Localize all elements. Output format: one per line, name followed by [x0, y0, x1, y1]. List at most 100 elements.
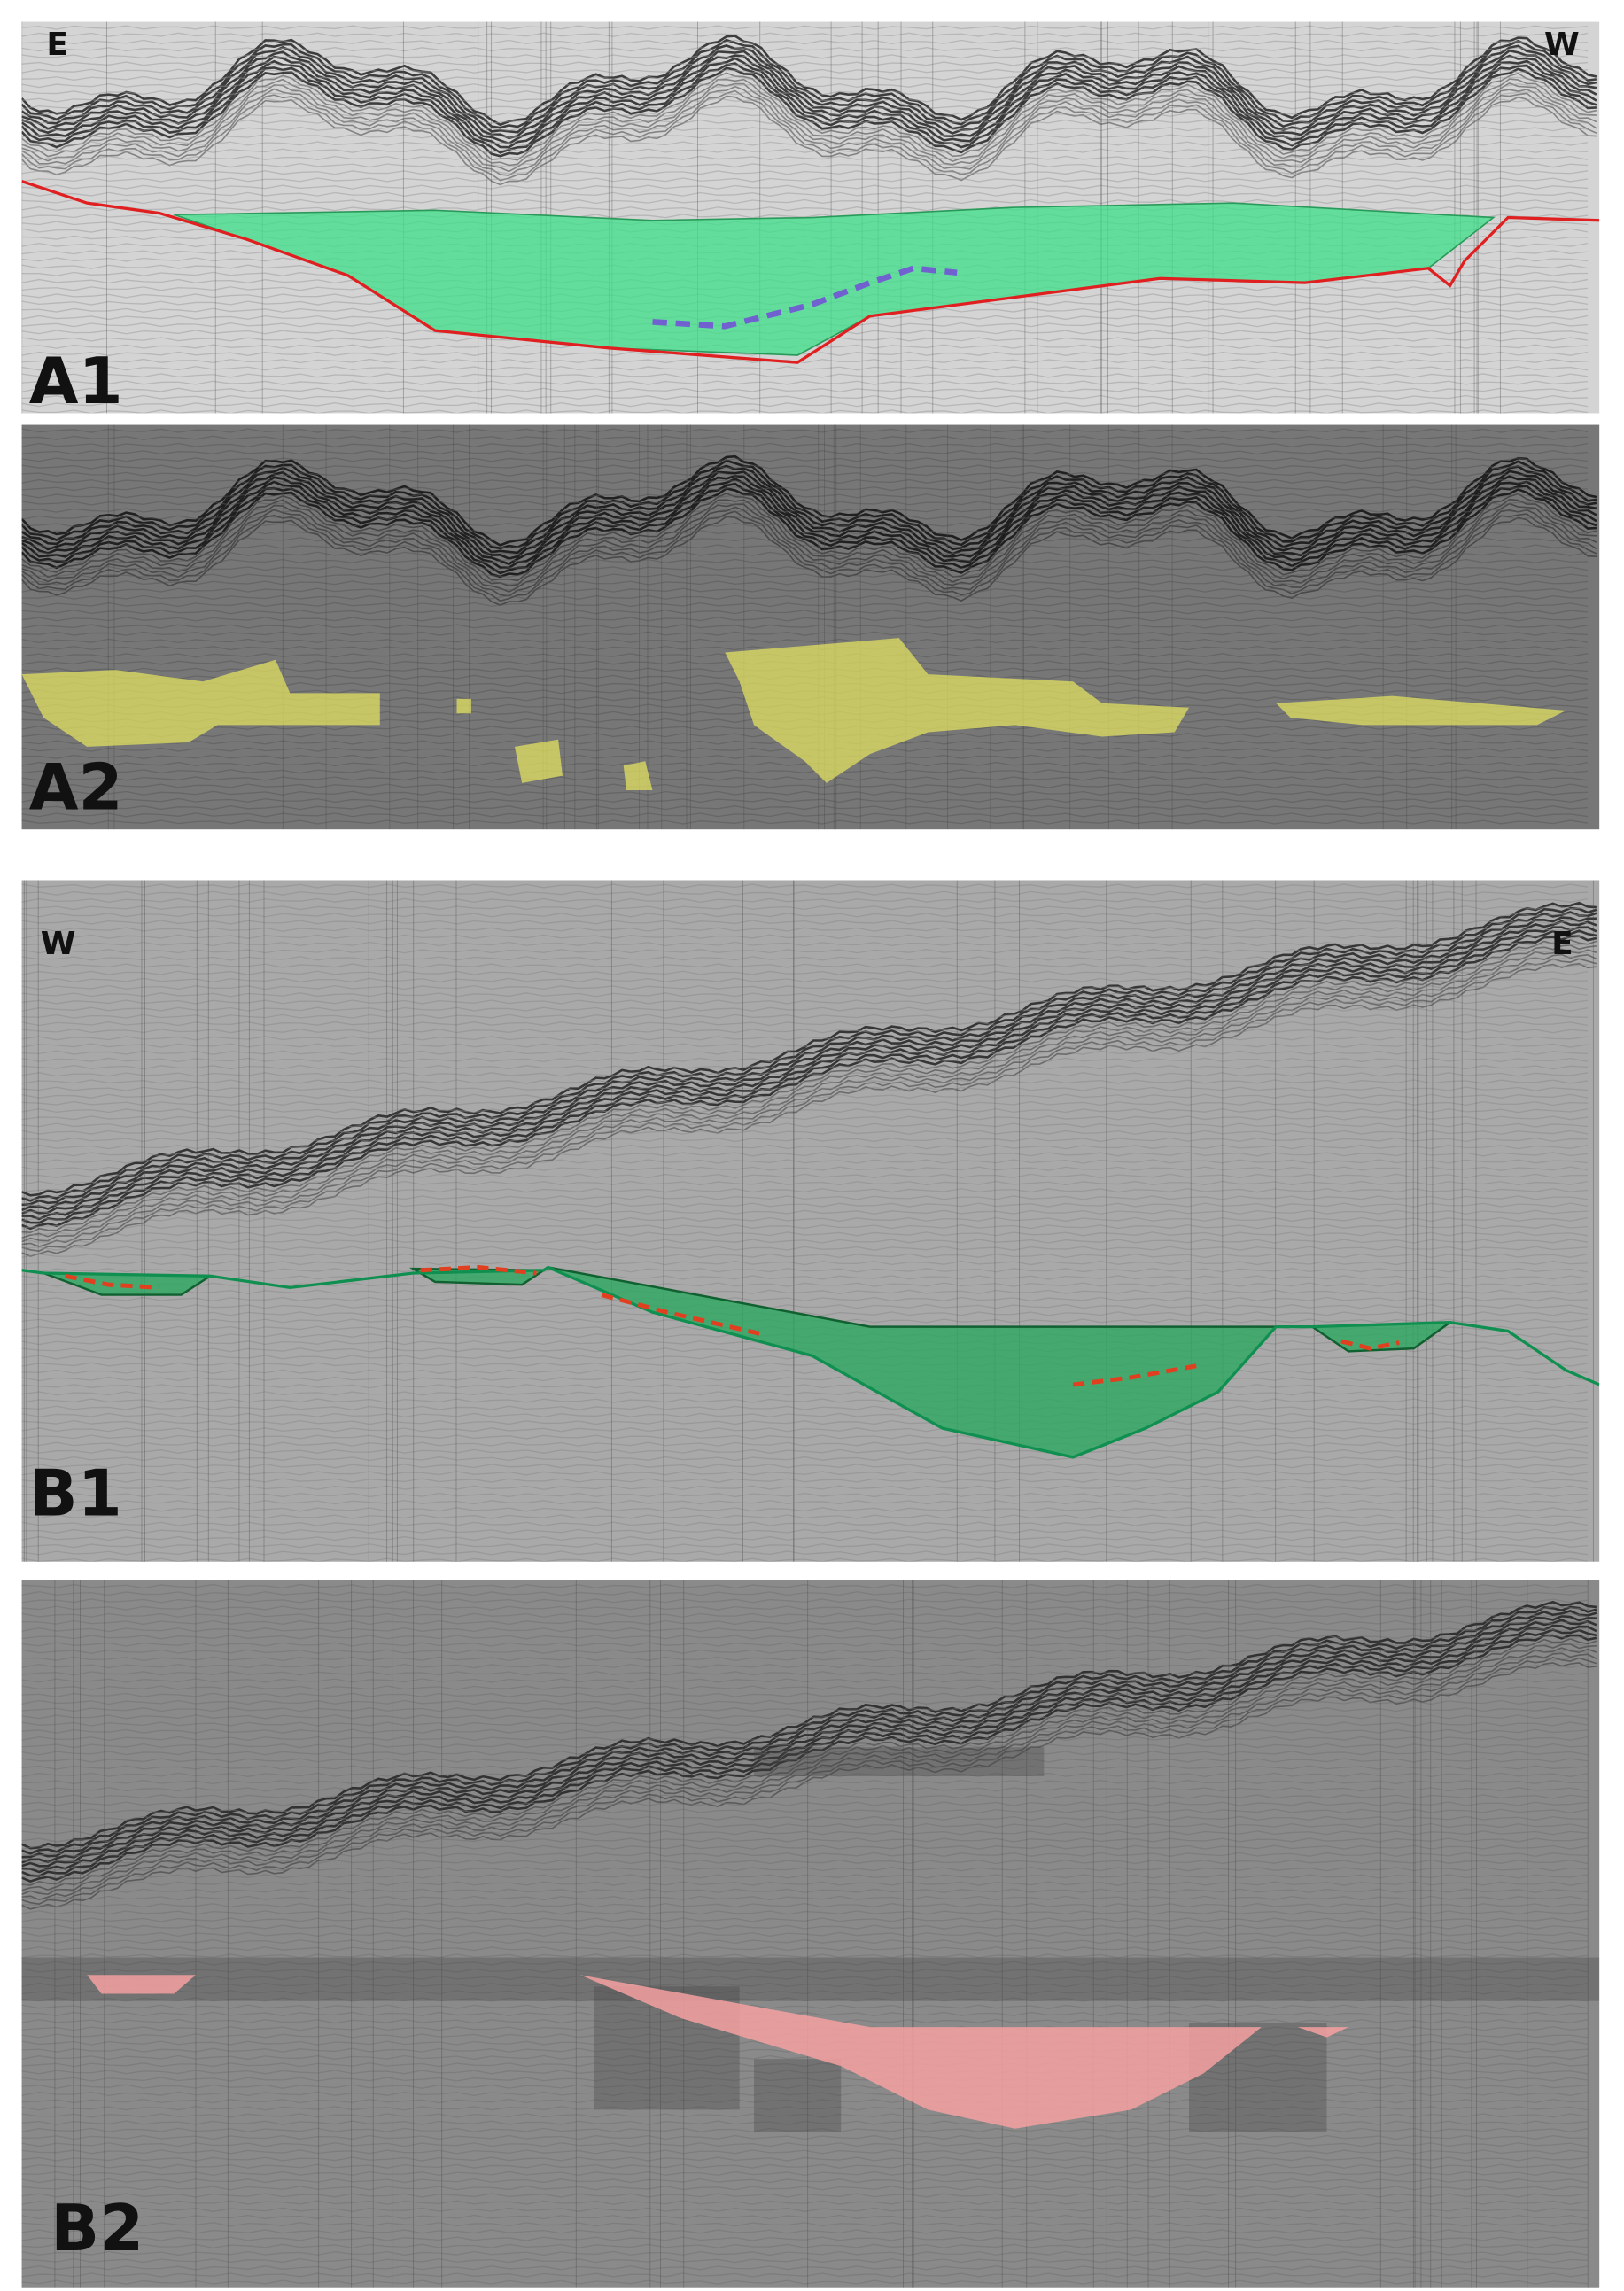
reflector — [21, 1609, 1597, 1859]
reflector — [21, 1195, 1589, 1200]
reflector — [21, 580, 1589, 586]
reflector — [21, 1086, 1589, 1091]
reflector — [21, 61, 1589, 66]
reflector — [21, 2236, 1589, 2241]
reflector — [21, 1231, 1589, 1237]
reflector — [21, 1663, 1589, 1669]
reflector — [21, 573, 1589, 579]
dashed-horizon — [652, 265, 958, 330]
direction-label: E — [46, 27, 68, 63]
reflector — [21, 1657, 1597, 1906]
reflector — [21, 387, 1589, 392]
dashed-horizon — [601, 1293, 762, 1337]
reflector — [21, 2127, 1589, 2132]
reflector — [21, 1647, 1597, 1896]
reflector — [21, 1699, 1589, 1705]
texture-group — [21, 1580, 1597, 2288]
reflector — [21, 805, 1589, 811]
reflector — [21, 2186, 1589, 2191]
reflector — [21, 883, 1589, 889]
reflector — [21, 1931, 1589, 1937]
reflector — [21, 112, 1589, 117]
reflector — [21, 2265, 1589, 2271]
dashed-horizon — [65, 1273, 160, 1290]
dashed-horizon — [1340, 1339, 1400, 1351]
reflector — [21, 508, 1589, 513]
reflector — [21, 82, 1597, 173]
reflector — [21, 184, 1589, 190]
reflector — [21, 1036, 1589, 1041]
reflector — [21, 162, 1589, 168]
shadow-block — [754, 2059, 842, 2132]
reflector — [21, 2243, 1589, 2248]
reflector — [21, 90, 1589, 96]
reflector — [21, 2250, 1589, 2256]
channel-fill — [87, 1975, 196, 1994]
reflector — [21, 905, 1589, 911]
texture-group — [21, 880, 1597, 1562]
reflector — [21, 999, 1589, 1005]
reflector — [21, 1938, 1589, 1945]
attribute-blob — [456, 698, 471, 714]
reflector — [21, 127, 1589, 132]
reflector — [21, 776, 1589, 781]
reflector — [21, 351, 1589, 356]
reflector — [21, 1881, 1589, 1886]
reflector — [21, 1656, 1589, 1662]
reflector — [21, 1043, 1589, 1048]
reflector — [21, 97, 1589, 103]
reflector — [21, 1910, 1589, 1915]
reflector — [21, 487, 1597, 579]
reflector — [21, 1202, 1589, 1208]
panel-label: B2 — [51, 2191, 144, 2265]
reflector — [21, 62, 1597, 154]
reflector — [21, 1583, 1589, 1589]
reflector — [21, 1376, 1589, 1382]
reflector — [21, 1100, 1589, 1107]
reflector — [21, 1021, 1589, 1027]
reflector — [21, 1728, 1589, 1734]
reflector — [21, 148, 1589, 153]
reflector — [21, 47, 1589, 52]
reflector — [21, 32, 1589, 37]
reflector — [21, 1946, 1589, 1952]
reflector — [21, 89, 1597, 182]
reflector — [21, 2134, 1589, 2140]
reflector — [21, 631, 1589, 636]
reflector — [21, 134, 1589, 139]
reflector — [21, 1180, 1589, 1186]
channel-fill — [1297, 2027, 1349, 2038]
reflector — [21, 797, 1589, 804]
reflector — [21, 1924, 1589, 1930]
reflector — [21, 939, 1597, 1234]
a1-overlay — [21, 180, 1600, 364]
reflector — [21, 1707, 1589, 1712]
reflector — [21, 1159, 1589, 1164]
reflector — [21, 1895, 1589, 1901]
reflector — [21, 1521, 1589, 1526]
reflector — [21, 119, 1589, 125]
reflector — [21, 485, 1589, 492]
reflector — [21, 1751, 1589, 1756]
reflector — [21, 1209, 1589, 1215]
shadow-block — [754, 1747, 1045, 1776]
reflector — [21, 1050, 1589, 1055]
reflector — [21, 2229, 1589, 2234]
reflector — [21, 1837, 1589, 1843]
reflector — [21, 1391, 1589, 1396]
reflector — [21, 901, 1597, 1197]
dashed-horizon — [1072, 1363, 1197, 1387]
reflector — [21, 929, 1597, 1224]
reflector — [21, 1093, 1589, 1099]
reflector — [21, 963, 1589, 968]
horizon-line — [21, 180, 1600, 364]
reflector — [21, 1355, 1589, 1360]
channel-fill — [579, 1975, 1262, 2129]
reflector — [21, 78, 1597, 167]
reflector — [21, 890, 1589, 896]
reflector — [21, 450, 1589, 455]
reflector — [21, 769, 1589, 774]
reflector — [21, 1108, 1589, 1114]
reflector — [21, 464, 1589, 470]
